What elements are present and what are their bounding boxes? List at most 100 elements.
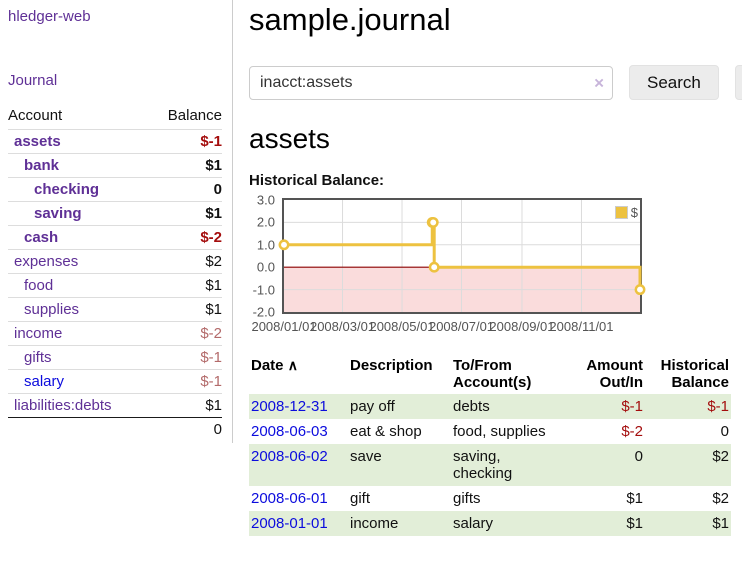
account-link-food[interactable]: food — [24, 277, 54, 294]
transaction-accounts: food, supplies — [453, 423, 546, 440]
register-header-balance: Historical Balance — [660, 357, 729, 391]
chart-y-axis: 3.0 2.0 1.0 0.0 -1.0 -2.0 — [249, 193, 277, 320]
chart-title: Historical Balance: — [249, 172, 385, 189]
x-tick-label: 2008/09/01 — [489, 319, 555, 334]
transaction-date-link[interactable]: 2008-06-01 — [251, 490, 328, 507]
main-content: sample.journal × Search ? assets Histori… — [233, 0, 742, 536]
historical-balance-chart: 3.0 2.0 1.0 0.0 -1.0 -2.0 $ 2008/01/01 2008/03… — [249, 193, 649, 340]
transaction-date-link[interactable]: 2008-01-01 — [251, 515, 328, 532]
account-row-checking: checking 0 — [8, 177, 222, 202]
account-link-income[interactable]: income — [14, 325, 63, 342]
account-link-checking[interactable]: checking — [34, 181, 100, 198]
y-tick-label: -2.0 — [252, 304, 275, 320]
search-input[interactable] — [249, 65, 613, 100]
account-balance: $1 — [148, 153, 222, 178]
register-table: Date ∧ Description To/From Account(s) Am… — [249, 354, 731, 536]
sidebar-item-journal[interactable]: Journal — [8, 72, 58, 89]
accounts-table: Account Balance assets $-1 bank $1 check… — [8, 104, 222, 441]
y-tick-label: 1.0 — [256, 237, 275, 253]
account-link-gifts[interactable]: gifts — [24, 349, 52, 366]
account-balance: $-1 — [148, 345, 222, 370]
register-header-date[interactable]: Date ∧ — [251, 357, 298, 374]
account-balance: 0 — [148, 177, 222, 202]
transaction-row: 2008-12-31 pay off debts $-1 $-1 — [249, 394, 731, 419]
x-tick-label: 2008/07/01 — [428, 319, 495, 334]
y-tick-label: 2.0 — [256, 214, 275, 230]
account-balance: $-1 — [148, 369, 222, 394]
y-tick-label: 0.0 — [256, 259, 275, 275]
accounts-header-balance: Balance — [167, 107, 222, 124]
y-tick-label: 3.0 — [256, 192, 275, 208]
chart-plot — [278, 198, 646, 314]
transaction-accounts: saving, checking — [451, 444, 561, 486]
transaction-amount: $1 — [561, 511, 645, 536]
register-header-description: Description — [350, 357, 433, 374]
account-balance: $-1 — [148, 129, 222, 154]
accounts-header-account: Account — [8, 107, 63, 124]
transaction-description: gift — [350, 490, 371, 507]
account-row-gifts: gifts $-1 — [8, 345, 222, 370]
account-link-liabilities-debts[interactable]: liabilities:debts — [14, 397, 112, 414]
account-balance: $1 — [148, 297, 222, 322]
transaction-balance: 0 — [720, 423, 729, 440]
y-tick-label: -1.0 — [252, 282, 275, 298]
account-heading: assets — [249, 123, 330, 154]
x-tick-label: 2008/11/01 — [549, 319, 614, 334]
register-header-amount: Amount Out/In — [586, 357, 643, 391]
transaction-row: 2008-06-02 save saving, checking 0 $2 — [249, 444, 731, 486]
transaction-accounts: salary — [451, 511, 561, 536]
legend-label: $ — [630, 205, 638, 220]
accounts-total-row: 0 — [8, 417, 222, 441]
account-row-liabilities-debts: liabilities:debts $1 — [8, 393, 222, 418]
sort-ascending-icon: ∧ — [287, 357, 298, 373]
transaction-description: save — [348, 444, 451, 486]
x-tick-label: 2008/05/01 — [369, 319, 435, 334]
x-tick-label: 2008/03/01 — [309, 319, 376, 334]
transaction-amount: $-2 — [621, 423, 643, 440]
transaction-row: 2008-06-03 eat & shop food, supplies $-2… — [249, 419, 731, 444]
transaction-balance: $-1 — [645, 394, 731, 419]
register-header-accounts: To/From Account(s) — [453, 357, 532, 391]
transaction-amount: $1 — [626, 490, 643, 507]
search-form: × Search ? — [249, 65, 742, 100]
transaction-row: 2008-01-01 income salary $1 $1 — [249, 511, 731, 536]
accounts-total-balance: 0 — [148, 417, 222, 441]
transaction-description: eat & shop — [350, 423, 422, 440]
transaction-date-link[interactable]: 2008-12-31 — [251, 398, 328, 415]
transaction-row: 2008-06-01 gift gifts $1 $2 — [249, 486, 731, 511]
account-balance: $-2 — [148, 321, 222, 346]
transaction-description: pay off — [348, 394, 451, 419]
clear-search-icon[interactable]: × — [594, 73, 604, 92]
account-balance: $-2 — [148, 225, 222, 250]
account-link-cash[interactable]: cash — [24, 229, 59, 246]
transaction-balance: $2 — [712, 490, 729, 507]
account-row-salary: salary $-1 — [8, 369, 222, 394]
search-button[interactable]: Search — [629, 65, 719, 100]
account-balance: $1 — [148, 273, 222, 298]
account-link-bank[interactable]: bank — [24, 157, 60, 174]
transaction-accounts: gifts — [453, 490, 481, 507]
account-row-supplies: supplies $1 — [8, 297, 222, 322]
chart-x-axis: 2008/01/01 2008/03/01 2008/05/01 2008/07/01… — [251, 319, 640, 337]
help-button[interactable]: ? — [734, 65, 742, 100]
account-row-saving: saving $1 — [8, 201, 222, 226]
account-link-supplies[interactable]: supplies — [24, 301, 80, 318]
account-row-food: food $1 — [8, 273, 222, 298]
account-link-saving[interactable]: saving — [34, 205, 82, 222]
legend-swatch-icon — [614, 206, 628, 219]
transaction-date-link[interactable]: 2008-06-03 — [251, 423, 328, 440]
brand-link[interactable]: hledger-web — [8, 8, 91, 25]
transaction-amount: $-1 — [561, 394, 645, 419]
account-link-assets[interactable]: assets — [14, 133, 61, 150]
transaction-balance: $1 — [645, 511, 731, 536]
account-link-salary[interactable]: salary — [24, 373, 65, 390]
transaction-amount: 0 — [561, 444, 645, 486]
account-row-income: income $-2 — [8, 321, 222, 346]
transaction-date-link[interactable]: 2008-06-02 — [251, 448, 328, 465]
accounts-header-row: Account Balance — [8, 104, 222, 130]
account-link-expenses[interactable]: expenses — [14, 253, 79, 270]
transaction-accounts: debts — [451, 394, 561, 419]
account-balance: $1 — [148, 393, 222, 418]
register-header-row: Date ∧ Description To/From Account(s) Am… — [249, 354, 731, 394]
account-row-bank: bank $1 — [8, 153, 222, 178]
